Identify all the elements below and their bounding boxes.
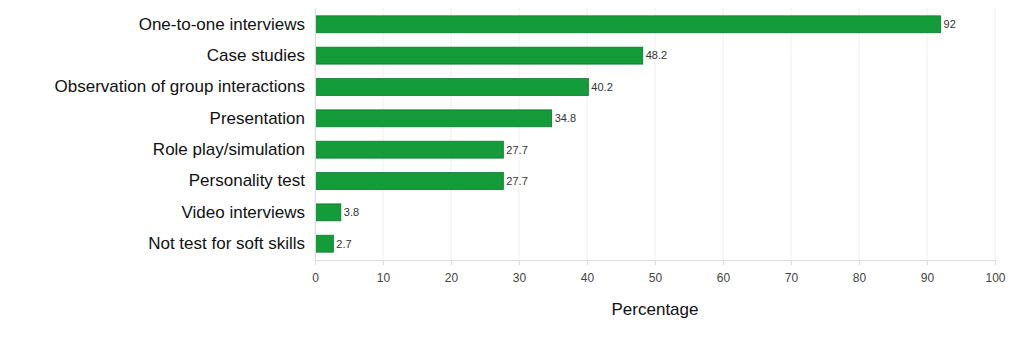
y-tick-label: Presentation <box>210 109 305 128</box>
x-tick-mark <box>587 260 588 265</box>
bar <box>315 173 503 190</box>
x-axis: 0 10 20 30 40 50 60 70 80 90 100 <box>312 260 1006 285</box>
x-tick-label: 30 <box>513 271 527 285</box>
x-axis-title: Percentage <box>612 300 699 319</box>
y-tick: Not test for soft skills <box>148 234 315 253</box>
y-tick-label: Personality test <box>189 171 305 190</box>
y-tick: Role play/simulation <box>153 140 315 159</box>
y-tick: Video interviews <box>182 203 315 222</box>
y-tick-label: One-to-one interviews <box>139 15 305 34</box>
grid-line <box>655 8 656 260</box>
grid-line <box>519 8 520 260</box>
bar <box>315 16 941 33</box>
x-tick-mark <box>655 260 656 265</box>
bar <box>315 79 588 96</box>
data-label: 27.7 <box>506 144 527 156</box>
y-tick-label: Observation of group interactions <box>55 77 305 96</box>
x-tick: 80 <box>853 260 867 285</box>
bar <box>315 110 552 127</box>
x-tick-mark <box>995 260 996 265</box>
x-tick-label: 50 <box>649 271 663 285</box>
x-tick-label: 40 <box>581 271 595 285</box>
bars <box>315 16 941 252</box>
x-tick: 0 <box>312 260 319 285</box>
data-label: 3.8 <box>344 206 359 218</box>
y-tick-label: Role play/simulation <box>153 140 305 159</box>
x-tick-mark <box>315 260 316 265</box>
grid-line <box>995 8 996 260</box>
x-tick-mark <box>723 260 724 265</box>
y-axis: One-to-one interviews Case studies Observa… <box>55 9 316 261</box>
bar <box>315 47 643 64</box>
bar <box>315 204 341 221</box>
x-tick: 50 <box>649 260 663 285</box>
grid-line <box>587 8 588 260</box>
x-tick-mark <box>859 260 860 265</box>
x-tick-mark <box>791 260 792 265</box>
y-tick-label: Video interviews <box>182 203 305 222</box>
y-tick-label: Not test for soft skills <box>148 234 305 253</box>
chart: 92 48.2 40.2 34.8 27.7 27.7 3.8 2.7 0 10 20 30 40 50 6… <box>0 0 1028 340</box>
grid-line <box>723 8 724 260</box>
x-tick: 60 <box>717 260 731 285</box>
x-tick-mark <box>451 260 452 265</box>
grid-line <box>451 8 452 260</box>
x-tick: 70 <box>785 260 799 285</box>
y-tick: Personality test <box>189 171 315 190</box>
data-label: 92 <box>944 18 956 30</box>
x-tick-label: 100 <box>985 271 1005 285</box>
grid-line <box>927 8 928 260</box>
x-tick-mark <box>519 260 520 265</box>
x-tick-label: 70 <box>785 271 799 285</box>
data-label: 2.7 <box>336 238 351 250</box>
y-tick: Case studies <box>207 46 315 65</box>
bar <box>315 235 333 252</box>
x-tick-mark <box>927 260 928 265</box>
x-tick-mark <box>383 260 384 265</box>
grid-line <box>859 8 860 260</box>
y-tick: One-to-one interviews <box>139 15 315 34</box>
data-label: 40.2 <box>591 81 612 93</box>
data-label: 27.7 <box>506 175 527 187</box>
y-tick-label: Case studies <box>207 46 305 65</box>
grid-line <box>315 8 316 260</box>
x-tick: 30 <box>513 260 527 285</box>
x-tick-label: 10 <box>377 271 391 285</box>
data-labels: 92 48.2 40.2 34.8 27.7 27.7 3.8 2.7 <box>336 18 955 249</box>
y-tick: Presentation <box>210 109 315 128</box>
y-axis-line <box>315 9 316 261</box>
grid <box>315 8 995 260</box>
data-label: 48.2 <box>646 49 667 61</box>
grid-line <box>383 8 384 260</box>
y-tick: Observation of group interactions <box>55 77 315 96</box>
x-tick: 10 <box>377 260 391 285</box>
x-tick: 20 <box>445 260 459 285</box>
grid-line <box>791 8 792 260</box>
x-tick-label: 60 <box>717 271 731 285</box>
x-tick: 90 <box>921 260 935 285</box>
x-tick: 40 <box>581 260 595 285</box>
x-tick-label: 90 <box>921 271 935 285</box>
bar <box>315 141 503 158</box>
x-axis-line <box>316 261 996 266</box>
data-label: 34.8 <box>555 112 576 124</box>
x-tick-label: 20 <box>445 271 459 285</box>
plot: 92 48.2 40.2 34.8 27.7 27.7 3.8 2.7 0 10 20 30 40 50 6… <box>55 8 1006 285</box>
x-tick-label: 80 <box>853 271 867 285</box>
x-tick-label: 0 <box>312 271 319 285</box>
x-tick: 100 <box>985 260 1005 285</box>
